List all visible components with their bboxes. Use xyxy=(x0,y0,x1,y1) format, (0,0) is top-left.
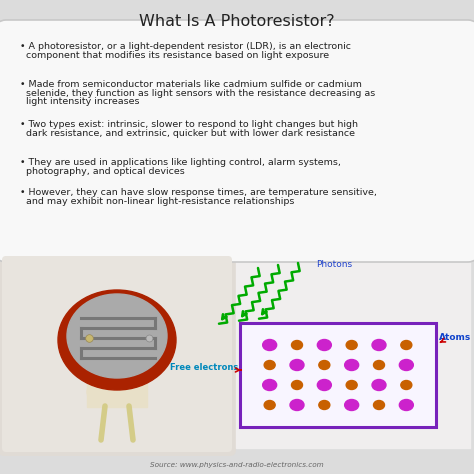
Text: photography, and optical devices: photography, and optical devices xyxy=(20,166,185,175)
Ellipse shape xyxy=(319,401,330,410)
Text: dark resistance, and extrinsic, quicker but with lower dark resistance: dark resistance, and extrinsic, quicker … xyxy=(20,128,355,137)
Text: light intensity increases: light intensity increases xyxy=(20,97,139,106)
Ellipse shape xyxy=(317,339,331,350)
Ellipse shape xyxy=(319,361,330,370)
Text: Photons: Photons xyxy=(316,260,352,269)
Ellipse shape xyxy=(87,377,147,407)
Text: • They are used in applications like lighting control, alarm systems,: • They are used in applications like lig… xyxy=(20,158,341,167)
Ellipse shape xyxy=(317,380,331,391)
Text: • Made from semiconductor materials like cadmium sulfide or cadmium: • Made from semiconductor materials like… xyxy=(20,80,362,89)
Ellipse shape xyxy=(374,401,384,410)
Ellipse shape xyxy=(290,400,304,410)
Ellipse shape xyxy=(58,290,176,390)
Text: Source: www.physics-and-radio-electronics.com: Source: www.physics-and-radio-electronic… xyxy=(150,462,324,468)
Ellipse shape xyxy=(374,361,384,370)
Text: Atoms: Atoms xyxy=(439,334,471,343)
Ellipse shape xyxy=(399,359,413,371)
Text: • A photoresistor, or a light-dependent resistor (LDR), is an electronic: • A photoresistor, or a light-dependent … xyxy=(20,42,351,51)
Text: • Two types exist: intrinsic, slower to respond to light changes but high: • Two types exist: intrinsic, slower to … xyxy=(20,120,358,129)
Ellipse shape xyxy=(264,361,275,370)
Ellipse shape xyxy=(264,401,275,410)
Ellipse shape xyxy=(401,381,412,390)
Ellipse shape xyxy=(372,339,386,350)
Ellipse shape xyxy=(292,381,302,390)
Ellipse shape xyxy=(292,340,302,349)
Ellipse shape xyxy=(290,359,304,371)
Ellipse shape xyxy=(346,340,357,349)
Ellipse shape xyxy=(372,380,386,391)
FancyBboxPatch shape xyxy=(0,20,474,262)
Bar xyxy=(236,256,470,448)
Text: What Is A Photoresistor?: What Is A Photoresistor? xyxy=(139,14,335,29)
Polygon shape xyxy=(87,378,147,407)
Text: • However, they can have slow response times, are temperature sensitive,: • However, they can have slow response t… xyxy=(20,188,377,197)
Ellipse shape xyxy=(346,381,357,390)
Ellipse shape xyxy=(399,400,413,410)
FancyBboxPatch shape xyxy=(240,323,436,427)
Ellipse shape xyxy=(263,339,277,350)
Ellipse shape xyxy=(345,359,359,371)
Text: selenide, they function as light sensors with the resistance decreasing as: selenide, they function as light sensors… xyxy=(20,89,375,98)
Text: component that modifies its resistance based on light exposure: component that modifies its resistance b… xyxy=(20,51,329,60)
Ellipse shape xyxy=(401,340,412,349)
Ellipse shape xyxy=(263,380,277,391)
FancyBboxPatch shape xyxy=(0,252,236,456)
Text: and may exhibit non-linear light-resistance relationships: and may exhibit non-linear light-resista… xyxy=(20,197,294,206)
Text: Free electrons: Free electrons xyxy=(170,364,238,373)
Ellipse shape xyxy=(345,400,359,410)
Ellipse shape xyxy=(67,294,167,378)
FancyBboxPatch shape xyxy=(2,256,232,452)
